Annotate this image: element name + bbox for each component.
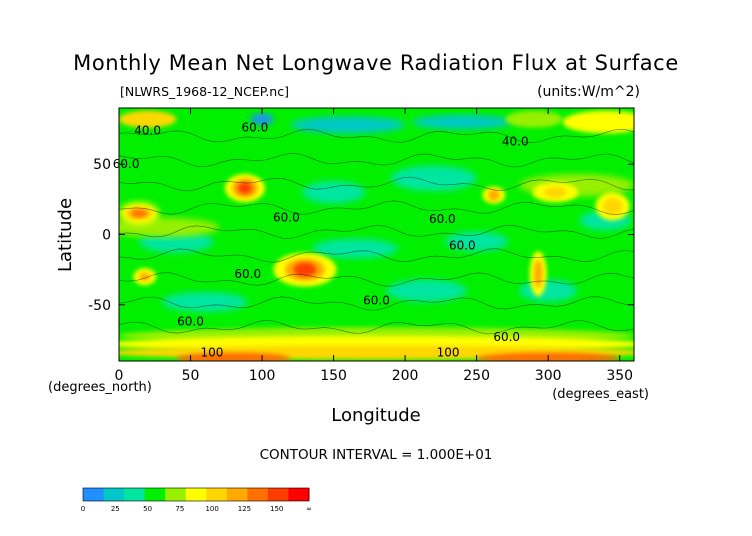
chart-title: Monthly Mean Net Longwave Radiation Flux… <box>73 51 679 75</box>
contour-line <box>119 176 634 192</box>
field-region <box>602 197 623 215</box>
y-unit-label: (degrees_north) <box>48 380 152 395</box>
colorbar-swatch <box>165 488 187 501</box>
x-tick-label: 0 <box>115 368 124 384</box>
field-region <box>445 231 509 252</box>
x-axis-label: Longitude <box>331 405 421 426</box>
contour-line <box>119 319 634 335</box>
colorbar-tick-label: ∞ <box>306 505 312 513</box>
contour-label: 100 <box>201 346 224 360</box>
x-tick-label: 150 <box>320 368 347 384</box>
y-axis-label: Latitude <box>55 198 76 272</box>
field-region <box>161 292 248 312</box>
x-tick-label: 200 <box>392 368 419 384</box>
contour-labels: 40.0 60.0 60.0 40.0 60.0 60.0 60.0 60.0 60.0 60.0… <box>113 121 529 360</box>
contour-label: 60.0 <box>234 267 261 281</box>
colorbar-swatch <box>226 488 248 501</box>
field-region <box>505 110 563 128</box>
y-axis: 50 0 -50 <box>88 157 634 314</box>
colorbar-swatch <box>83 488 105 501</box>
contour-line <box>119 248 634 263</box>
y-tick-label: 0 <box>102 228 111 244</box>
field-region <box>386 279 467 302</box>
colorbar-tick-label: 50 <box>143 505 152 513</box>
contour-label: 100 <box>437 346 460 360</box>
field-region <box>176 352 291 361</box>
x-tick-label: 50 <box>182 368 200 384</box>
contour-label: 60.0 <box>493 330 520 344</box>
field-region <box>562 110 634 134</box>
colorbar-tick-label: 125 <box>238 505 251 513</box>
contour-line <box>119 225 634 239</box>
y-tick-label: -50 <box>88 298 111 314</box>
contour-label: 60.0 <box>363 294 390 308</box>
field-region <box>237 182 253 194</box>
colorbar: 0 25 50 75 100 125 150 ∞ <box>81 487 312 513</box>
colorbar-swatch <box>247 488 269 501</box>
colorbar-swatch <box>124 488 146 501</box>
colorbar-swatch <box>206 488 228 501</box>
x-tick-label: 300 <box>535 368 562 384</box>
y-tick-label: 50 <box>93 157 111 173</box>
field-region <box>533 259 543 288</box>
contour-label: 60.0 <box>273 211 300 225</box>
field-region <box>390 165 477 191</box>
field-region <box>293 262 317 277</box>
plot-field <box>119 108 634 361</box>
field-region <box>119 110 177 128</box>
colorbar-swatch <box>103 488 125 501</box>
contour-label: 60.0 <box>242 121 269 135</box>
contour-label: 40.0 <box>502 135 529 149</box>
x-axis: 0 50 100 150 200 250 300 350 <box>115 108 633 384</box>
colorbar-swatch <box>288 488 310 501</box>
contour-label: 60.0 <box>449 239 476 253</box>
field-region <box>290 116 406 134</box>
x-tick-label: 350 <box>606 368 633 384</box>
contour-label: 60.0 <box>177 315 204 329</box>
colorbar-swatch <box>185 488 207 501</box>
colorbar-frame <box>82 487 310 502</box>
field-region <box>302 181 366 204</box>
x-tick-label: 250 <box>463 368 490 384</box>
file-label: [NLWRS_1968-12_NCEP.nc] <box>120 84 289 99</box>
contour-line <box>119 152 634 168</box>
colorbar-tick-label: 25 <box>111 505 120 513</box>
colorbar-tick-label: 100 <box>205 505 218 513</box>
field-region <box>412 115 513 130</box>
field-region <box>488 189 500 201</box>
contour-label: 60.0 <box>429 212 456 226</box>
contour-line <box>119 272 634 287</box>
field-region <box>543 186 567 198</box>
contour-line <box>119 296 634 311</box>
contour-label: 40.0 <box>134 123 161 137</box>
contour-interval-label: CONTOUR INTERVAL = 1.000E+01 <box>260 447 493 463</box>
colorbar-tick-label: 0 <box>81 505 85 513</box>
x-unit-label: (degrees_east) <box>552 387 649 402</box>
x-tick-label: 100 <box>249 368 276 384</box>
contour-line <box>119 128 634 144</box>
colorbar-swatch <box>144 488 166 501</box>
field-region <box>250 113 274 125</box>
contour-label: 60.0 <box>113 157 140 171</box>
colorbar-tick-label: 150 <box>270 505 283 513</box>
units-label: (units:W/m^2) <box>537 84 640 100</box>
colorbar-swatch <box>267 488 289 501</box>
colorbar-tick-label: 75 <box>175 505 184 513</box>
field-region <box>312 238 398 259</box>
contour-line <box>119 200 634 216</box>
field-region <box>130 209 148 218</box>
